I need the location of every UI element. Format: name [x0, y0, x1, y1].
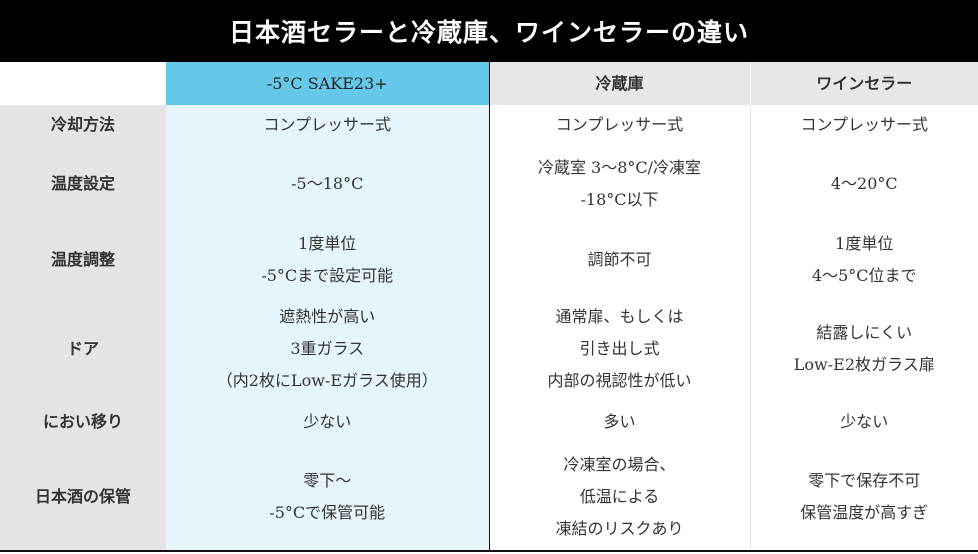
cell-line: Low-E2枚ガラス扉	[793, 354, 935, 374]
refrigerator-cell: 調節不可	[488, 222, 751, 297]
refrigerator-cell: 冷凍室の場合、 低温による凍結のリスクあり	[488, 443, 751, 552]
wine-cellar-cell: 少ない	[750, 400, 978, 443]
row-label: 冷却方法	[0, 105, 166, 145]
cell-line: 少ない	[840, 411, 889, 431]
comparison-table: -5°C SAKE23+ 冷蔵庫 ワインセラー 冷却方法 コンプレッサー式 コンプレ…	[0, 62, 978, 552]
cell-line: （内2枚にLow-Eガラス使用）	[216, 370, 438, 390]
row-label: におい移り	[0, 400, 166, 443]
cell-line: 冷蔵室 3〜8°C/冷凍室	[537, 157, 702, 177]
wine-cellar-cell: 1度単位 4〜5°C位まで	[750, 222, 978, 297]
wine-cellar-cell: 零下で保存不可 保管温度が高すぎ	[750, 443, 978, 552]
sake23-cell: 遮熱性が高い 3重ガラス （内2枚にLow-Eガラス使用）	[166, 297, 489, 400]
sake23-cell: 少ない	[166, 400, 489, 443]
cell-line: コンプレッサー式	[800, 115, 929, 134]
cell-line: 内部の視認性が低い	[547, 370, 692, 390]
cell-line: -18°C以下	[580, 189, 659, 209]
row-label: 温度設定	[0, 145, 166, 222]
refrigerator-cell: 多い	[488, 400, 751, 443]
table-row: 日本酒の保管 零下〜 -5°Cで保管可能 冷凍室の場合、 低温による 凍結のリスクあり 零下…	[0, 443, 978, 552]
cell-line: 4〜20°C	[830, 173, 898, 193]
row-label: 温度調整	[0, 222, 166, 297]
sake23-cell: 1度単位 -5°Cまで設定可能	[166, 222, 489, 297]
cell-line: 零下〜	[303, 470, 352, 490]
cell-line: 凍結のリスクあり	[555, 518, 684, 538]
header-empty	[0, 62, 166, 105]
cell-line: 3重ガラス	[290, 338, 365, 358]
table-row: 冷却方法 コンプレッサー式 コンプレッサー式 コンプレッサー式	[0, 105, 978, 145]
cell-line: 遮熱性が高い	[279, 306, 376, 326]
header-row: -5°C SAKE23+ 冷蔵庫 ワインセラー	[0, 62, 978, 105]
row-label: ドア	[0, 297, 166, 400]
header-sake23: -5°C SAKE23+	[166, 62, 489, 105]
row-label: 日本酒の保管	[0, 443, 166, 552]
table-row: におい移り 少ない 多い 少ない	[0, 400, 978, 443]
cell-line: 低温による	[579, 486, 660, 506]
cell-line: コンプレッサー式	[555, 115, 684, 134]
cell-line: 少ない	[303, 411, 352, 431]
wine-cellar-cell: 4〜20°C	[750, 145, 978, 222]
cell-line: 保管温度が高すぎ	[800, 502, 929, 522]
cell-line: 結露しにくい	[816, 322, 913, 342]
cell-line: コンプレッサー式	[263, 115, 392, 134]
header-wine-cellar: ワインセラー	[750, 62, 978, 105]
cell-line: 零下で保存不可	[808, 470, 921, 490]
cell-line: 1度単位	[298, 233, 357, 253]
table-row: 温度調整 1度単位 -5°Cまで設定可能 調節不可 1度単位 4〜5°C位まで	[0, 222, 978, 297]
cell-line: -5〜18°C	[291, 173, 364, 193]
table-row: 温度設定 -5〜18°C 冷蔵室 3〜8°C/冷凍室 -18°C以下 4〜20°C	[0, 145, 978, 222]
sake23-cell: コンプレッサー式	[166, 105, 489, 145]
cell-line: 調節不可	[587, 249, 652, 269]
sake23-cell: -5〜18°C	[166, 145, 489, 222]
sake23-cell: 零下〜 -5°Cで保管可能	[166, 443, 489, 552]
page-title: 日本酒セラーと冷蔵庫、ワインセラーの違い	[0, 0, 978, 62]
header-refrigerator: 冷蔵庫	[488, 62, 751, 105]
refrigerator-cell: 冷蔵室 3〜8°C/冷凍室 -18°C以下	[488, 145, 751, 222]
cell-line: 冷凍室の場合、	[563, 454, 676, 474]
table-row: ドア 遮熱性が高い 3重ガラス （内2枚にLow-Eガラス使用） 通常扉、もしくは 引き出…	[0, 297, 978, 400]
cell-line: 1度単位	[835, 233, 894, 253]
refrigerator-cell: 通常扉、もしくは 引き出し式内部の視認性が低い	[488, 297, 751, 400]
wine-cellar-cell: コンプレッサー式	[750, 105, 978, 145]
cell-line: 4〜5°C位まで	[811, 265, 917, 285]
cell-line: -5°Cまで設定可能	[261, 265, 394, 285]
wine-cellar-cell: 結露しにくい Low-E2枚ガラス扉	[750, 297, 978, 400]
cell-line: -5°Cで保管可能	[269, 502, 386, 522]
cell-line: 通常扉、もしくは	[555, 306, 684, 326]
cell-line: 引き出し式	[579, 338, 660, 358]
cell-line: 多い	[603, 411, 636, 431]
refrigerator-cell: コンプレッサー式	[488, 105, 751, 145]
